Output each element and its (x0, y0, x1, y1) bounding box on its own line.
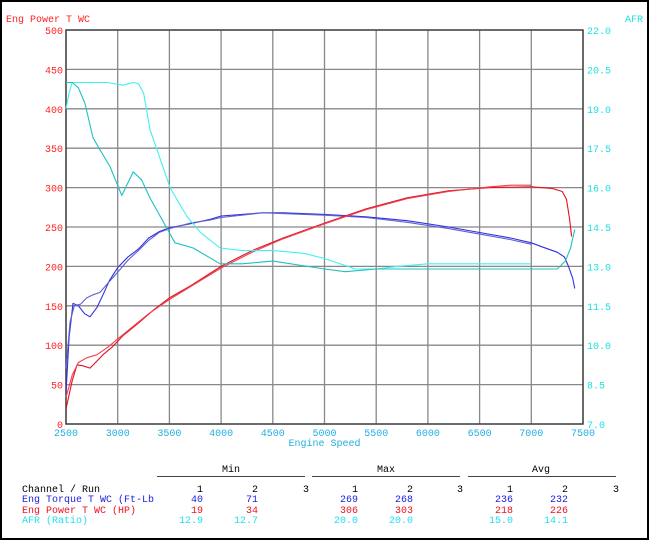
left-tick-label: 0 (57, 421, 63, 432)
left-tick-label: 50 (51, 382, 63, 393)
channel-label: AFR (Ratio) (22, 516, 89, 527)
stat-value-max: 306 (339, 505, 358, 517)
series-line-eng-torque-t-wc-run-2 (65, 212, 532, 369)
x-tick-label: 6500 (468, 429, 492, 440)
stat-value-min: 19 (190, 505, 203, 517)
min-header: Min (221, 465, 240, 476)
avg-header: Avg (531, 465, 550, 476)
x-tick-label: 4500 (261, 429, 285, 440)
stat-value-avg: 232 (549, 495, 568, 506)
left-tick-label: 100 (45, 342, 63, 353)
left-tick-label: 200 (45, 263, 63, 274)
left-tick-label: 250 (45, 224, 63, 235)
run-number: 3 (302, 485, 309, 496)
x-tick-label: 4000 (209, 429, 233, 440)
right-tick-label: 10.0 (587, 342, 611, 353)
run-number: 2 (406, 485, 413, 496)
stat-value-min: 71 (245, 495, 258, 506)
left-tick-label: 350 (45, 145, 63, 156)
stat-value-min: 34 (245, 505, 258, 517)
right-tick-label: 14.5 (587, 224, 611, 235)
right-axis-title: AFR (625, 15, 643, 26)
x-axis-title: Engine Speed (288, 438, 360, 450)
series-line-eng-power-t-wc-run-2 (65, 184, 532, 398)
x-tick-label: 5500 (364, 429, 388, 440)
left-tick-label: 500 (45, 27, 63, 38)
stat-value-max: 268 (394, 495, 413, 506)
run-number: 1 (351, 485, 358, 496)
plot-border (65, 29, 584, 425)
left-tick-label: 400 (45, 106, 63, 117)
series-line-eng-power-t-wc-run-1 (65, 186, 573, 410)
stat-value-min: 12.9 (178, 516, 203, 527)
stat-value-min: 12.7 (233, 516, 258, 527)
stat-value-avg: 236 (494, 495, 513, 506)
stat-value-max: 20.0 (333, 516, 358, 527)
group-underline (157, 476, 305, 477)
run-number: 3 (612, 485, 619, 496)
stat-value-max: 20.0 (388, 516, 413, 527)
right-tick-label: 13.0 (587, 263, 611, 274)
stat-value-min: 40 (190, 495, 203, 506)
x-tick-label: 6000 (416, 429, 440, 440)
right-tick-label: 17.5 (587, 145, 611, 156)
run-number: 2 (561, 485, 568, 496)
x-tick-label: 2500 (54, 429, 78, 440)
group-underline (312, 476, 460, 477)
right-tick-label: 19.0 (587, 106, 611, 117)
x-tick-label: 7000 (519, 429, 543, 440)
left-tick-label: 300 (45, 185, 63, 196)
stat-value-avg: 226 (549, 505, 568, 517)
stat-value-avg: 14.1 (543, 516, 568, 527)
run-number: 1 (196, 485, 203, 496)
run-number: 3 (456, 485, 463, 496)
channel-label: Eng Power T WC (HP) (22, 505, 137, 517)
series-line-afr-run-1 (65, 81, 532, 270)
stat-value-max: 269 (339, 495, 358, 506)
stat-value-max: 303 (394, 505, 413, 517)
right-tick-label: 8.5 (587, 382, 605, 393)
right-tick-label: 22.0 (587, 27, 611, 38)
right-tick-label: 11.5 (587, 303, 611, 314)
stat-value-avg: 218 (494, 505, 513, 517)
left-tick-label: 450 (45, 66, 63, 77)
left-axis-title: Eng Power T WC (6, 15, 90, 26)
right-tick-label: 20.5 (587, 66, 611, 77)
series-line-eng-torque-t-wc-run-1 (65, 212, 576, 393)
x-tick-label: 5000 (312, 429, 336, 440)
run-number: 1 (506, 485, 513, 496)
x-tick-label: 3500 (157, 429, 181, 440)
group-underline (468, 476, 616, 477)
run-number: 2 (251, 485, 258, 496)
right-tick-label: 16.0 (587, 185, 611, 196)
max-header: Max (376, 465, 395, 476)
x-tick-label: 7500 (571, 429, 595, 440)
series-line-afr-run-2 (66, 81, 576, 273)
left-tick-label: 150 (45, 303, 63, 314)
dyno-chart: 2500 3000 3500 4000 4500 5000 5500 6000 6500 7000… (6, 15, 643, 450)
right-tick-label: 7.0 (587, 421, 605, 432)
x-tick-label: 3000 (106, 429, 130, 440)
channel-label: Eng Torque T WC (Ft-Lb (22, 495, 155, 506)
stat-value-avg: 15.0 (488, 516, 513, 527)
channel-run-header: Channel / Run (22, 485, 101, 496)
